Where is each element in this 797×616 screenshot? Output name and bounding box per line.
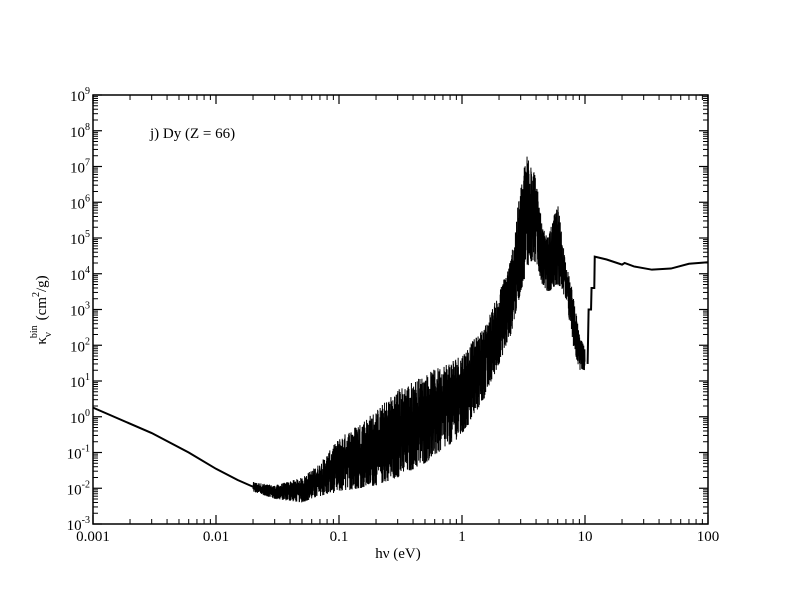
y-tick-label: 101 [70, 372, 90, 391]
y-tick-label: 102 [70, 336, 90, 355]
y-tick-label: 105 [70, 229, 90, 248]
x-axis-title: hν (eV) [375, 546, 421, 562]
series-line-high [586, 255, 709, 364]
ticks-layer [92, 94, 709, 525]
y-tick-label: 10-2 [67, 479, 90, 498]
chart-annotation: j) Dy (Z = 66) [149, 126, 235, 142]
series-line-low [92, 406, 254, 488]
y-tick-label: 107 [70, 158, 90, 177]
y-tick-label: 10-1 [67, 444, 90, 463]
y-tick-label: 10-3 [67, 515, 90, 534]
y-axis-title: κνbin (cm2/g) [29, 275, 54, 344]
y-label-sub: ν [42, 332, 54, 337]
y-label-unit-sup: 2 [31, 292, 42, 297]
x-tick-label: 0.01 [203, 529, 229, 545]
x-tick-label: 100 [697, 529, 720, 545]
y-tick-label: 104 [70, 265, 90, 284]
y-label-kappa: κ [34, 337, 50, 345]
y-tick-label: 108 [70, 122, 90, 141]
x-tick-label: 1 [458, 529, 466, 545]
x-tick-label: 0.001 [76, 529, 110, 545]
y-tick-label: 106 [70, 193, 90, 212]
series-line-lines [252, 156, 586, 503]
x-tick-label: 0.1 [330, 529, 349, 545]
y-label-unit-post: /g) [34, 275, 50, 292]
y-tick-label: 100 [70, 408, 90, 427]
svg-text:κνbin(cm2/g): κνbin (cm2/g) [29, 275, 54, 344]
labels-layer: 0.001 0.01 0.1 1 10 100 10-3 10-2 10-1 100 101 102 1… [67, 86, 720, 545]
y-tick-label: 103 [70, 301, 90, 320]
series-layer [92, 156, 709, 503]
x-tick-label: 10 [578, 529, 593, 545]
y-tick-label: 109 [70, 86, 90, 105]
y-label-unit-pre: (cm [34, 297, 50, 321]
y-label-sup: bin [29, 325, 40, 338]
